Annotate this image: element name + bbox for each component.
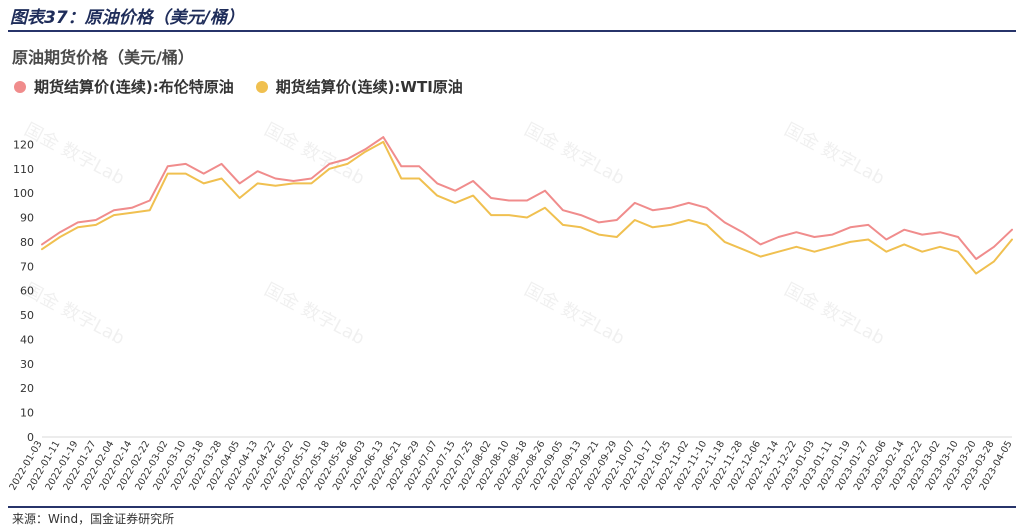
series-line-wti [41, 140, 1013, 275]
y-tick-label: 120 [13, 138, 34, 151]
legend: 期货结算价(连续):布伦特原油 期货结算价(连续):WTI原油 [14, 76, 463, 97]
bottom-rule [8, 506, 1016, 508]
y-tick-label: 40 [20, 333, 34, 346]
legend-item-wti[interactable]: 期货结算价(连续):WTI原油 [255, 76, 463, 97]
y-tick-label: 0 [27, 431, 34, 444]
y-tick-label: 110 [13, 163, 34, 176]
y-tick-label: 80 [20, 236, 34, 249]
y-tick-label: 50 [20, 309, 34, 322]
chart-title: 原油期货价格（美元/桶） [12, 48, 194, 67]
top-rule [8, 30, 1016, 32]
y-tick-label: 70 [20, 260, 34, 273]
series-line-brent [41, 136, 1013, 260]
legend-marker-wti [255, 80, 268, 93]
y-tick-label: 60 [20, 285, 34, 298]
y-tick-label: 100 [13, 187, 34, 200]
y-tick-label: 30 [20, 358, 34, 371]
y-tick-label: 20 [20, 382, 34, 395]
y-tick-label: 90 [20, 212, 34, 225]
legend-item-brent[interactable]: 期货结算价(连续):布伦特原油 [14, 76, 234, 97]
source-note: 来源：Wind，国金证券研究所 [12, 512, 175, 526]
legend-label-wti: 期货结算价(连续):WTI原油 [275, 78, 463, 96]
y-tick-label: 10 [20, 407, 34, 420]
figure-title: 图表37：原油价格（美元/桶） [10, 8, 244, 28]
legend-marker-brent [14, 80, 26, 93]
legend-label-brent: 期货结算价(连续):布伦特原油 [34, 78, 234, 96]
